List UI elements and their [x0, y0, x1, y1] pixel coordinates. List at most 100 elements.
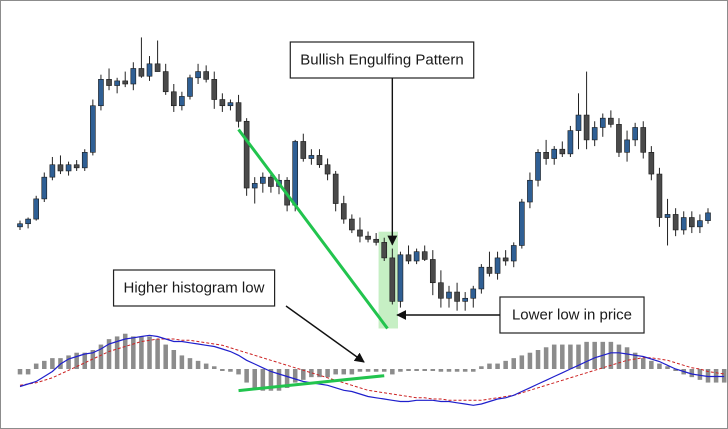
- candle: [25, 217, 31, 229]
- candle: [648, 146, 655, 181]
- callout-bullish-engulfing-box: [289, 41, 475, 79]
- histogram-bar: [373, 369, 379, 372]
- candle: [154, 40, 161, 72]
- histogram-bar: [592, 341, 597, 369]
- candle: [397, 251, 404, 308]
- histogram-bar: [228, 369, 233, 372]
- bear-candle-body: [340, 203, 347, 220]
- callouts-layer: Bullish Engulfing Pattern Higher histogra…: [112, 41, 645, 363]
- histogram-bar: [211, 366, 217, 369]
- histogram-bar: [705, 369, 711, 383]
- bull-candle-body: [680, 217, 687, 231]
- histogram-bar: [560, 344, 565, 369]
- histogram-bar: [244, 369, 249, 383]
- bear-candle-body: [502, 257, 509, 262]
- candle: [616, 118, 622, 157]
- candle: [632, 122, 638, 147]
- histogram-bar: [33, 363, 39, 369]
- candle: [519, 198, 525, 249]
- candle: [170, 84, 177, 112]
- bull-candle-body: [114, 80, 120, 86]
- bull-candle-body: [25, 218, 31, 225]
- bull-candle-body: [413, 251, 420, 262]
- bull-candle-body: [494, 257, 501, 274]
- candle: [268, 172, 274, 193]
- histogram-bar: [640, 358, 646, 369]
- bear-candle-body: [332, 173, 339, 204]
- candle: [697, 214, 703, 234]
- candle: [187, 74, 193, 100]
- bear-candle-body: [300, 141, 307, 159]
- bear-candle-body: [421, 251, 428, 260]
- bear-candle-body: [405, 254, 412, 262]
- bear-candle-body: [235, 102, 242, 122]
- histogram-bar: [438, 369, 444, 372]
- histogram-bar: [139, 336, 144, 369]
- candle: [664, 198, 671, 246]
- bull-candle-body: [397, 254, 404, 302]
- candle: [300, 133, 307, 162]
- bull-candle-body: [527, 179, 533, 203]
- histogram-bar: [616, 344, 622, 369]
- bear-candle-body: [73, 164, 80, 169]
- histogram-bar: [42, 360, 47, 369]
- bear-candle-body: [324, 164, 331, 175]
- histogram-bar: [527, 352, 533, 369]
- callout-bullish-engulfing: Bullish Engulfing Pattern: [289, 41, 475, 79]
- bull-candle-body: [49, 164, 56, 178]
- candle: [413, 248, 420, 265]
- candle: [705, 208, 711, 224]
- bear-candle-body: [381, 242, 388, 259]
- candle: [575, 93, 582, 150]
- histogram-bar: [25, 369, 31, 375]
- callout-higher-histogram-low: Higher histogram low: [112, 269, 276, 307]
- candle: [680, 211, 687, 235]
- histogram-bar: [568, 344, 573, 369]
- bear-candle-body: [616, 124, 622, 153]
- histogram-bar: [713, 369, 719, 383]
- candle: [551, 146, 558, 165]
- candle: [195, 63, 201, 84]
- candle: [179, 91, 185, 111]
- histogram-bar: [171, 350, 177, 369]
- histogram-bar: [252, 369, 257, 388]
- bull-candle-body: [632, 127, 638, 141]
- bear-candle-body: [138, 68, 145, 77]
- candle: [49, 156, 56, 181]
- histogram-bar: [673, 369, 678, 371]
- candle: [227, 99, 234, 111]
- callout-higher-histogram-low-label: Higher histogram low: [124, 280, 265, 297]
- bull-candle-body: [65, 164, 72, 172]
- candle: [535, 149, 541, 187]
- bull-candle-body: [33, 198, 39, 220]
- bear-candle-body: [389, 257, 396, 302]
- bear-candle-body: [373, 238, 379, 243]
- histogram-bar: [471, 369, 476, 372]
- bear-candle-body: [357, 229, 363, 237]
- histogram-bar: [98, 344, 104, 369]
- candle: [446, 285, 452, 308]
- candle: [624, 130, 630, 162]
- histogram-bar: [632, 352, 638, 369]
- callout-lower-low-price-box: [499, 296, 645, 334]
- histogram-bar: [543, 347, 549, 369]
- candle: [98, 74, 104, 111]
- histogram-bar: [519, 355, 525, 369]
- candle: [81, 149, 88, 171]
- histogram-bar: [649, 360, 654, 369]
- signal-line: [19, 338, 725, 401]
- histogram-bar: [365, 369, 371, 372]
- bull-candle-body: [462, 297, 468, 302]
- callout-lower-low-price: Lower low in price: [499, 296, 645, 334]
- histogram-bar: [122, 333, 128, 369]
- bear-candle-body: [203, 71, 209, 80]
- candle: [146, 56, 153, 81]
- candle: [33, 195, 39, 221]
- bull-candle-body: [551, 148, 558, 159]
- candles-layer: [17, 37, 711, 311]
- candle: [17, 220, 23, 230]
- bull-candle-body: [575, 114, 582, 131]
- histogram-bar: [551, 344, 557, 369]
- bull-candle-body: [130, 68, 137, 85]
